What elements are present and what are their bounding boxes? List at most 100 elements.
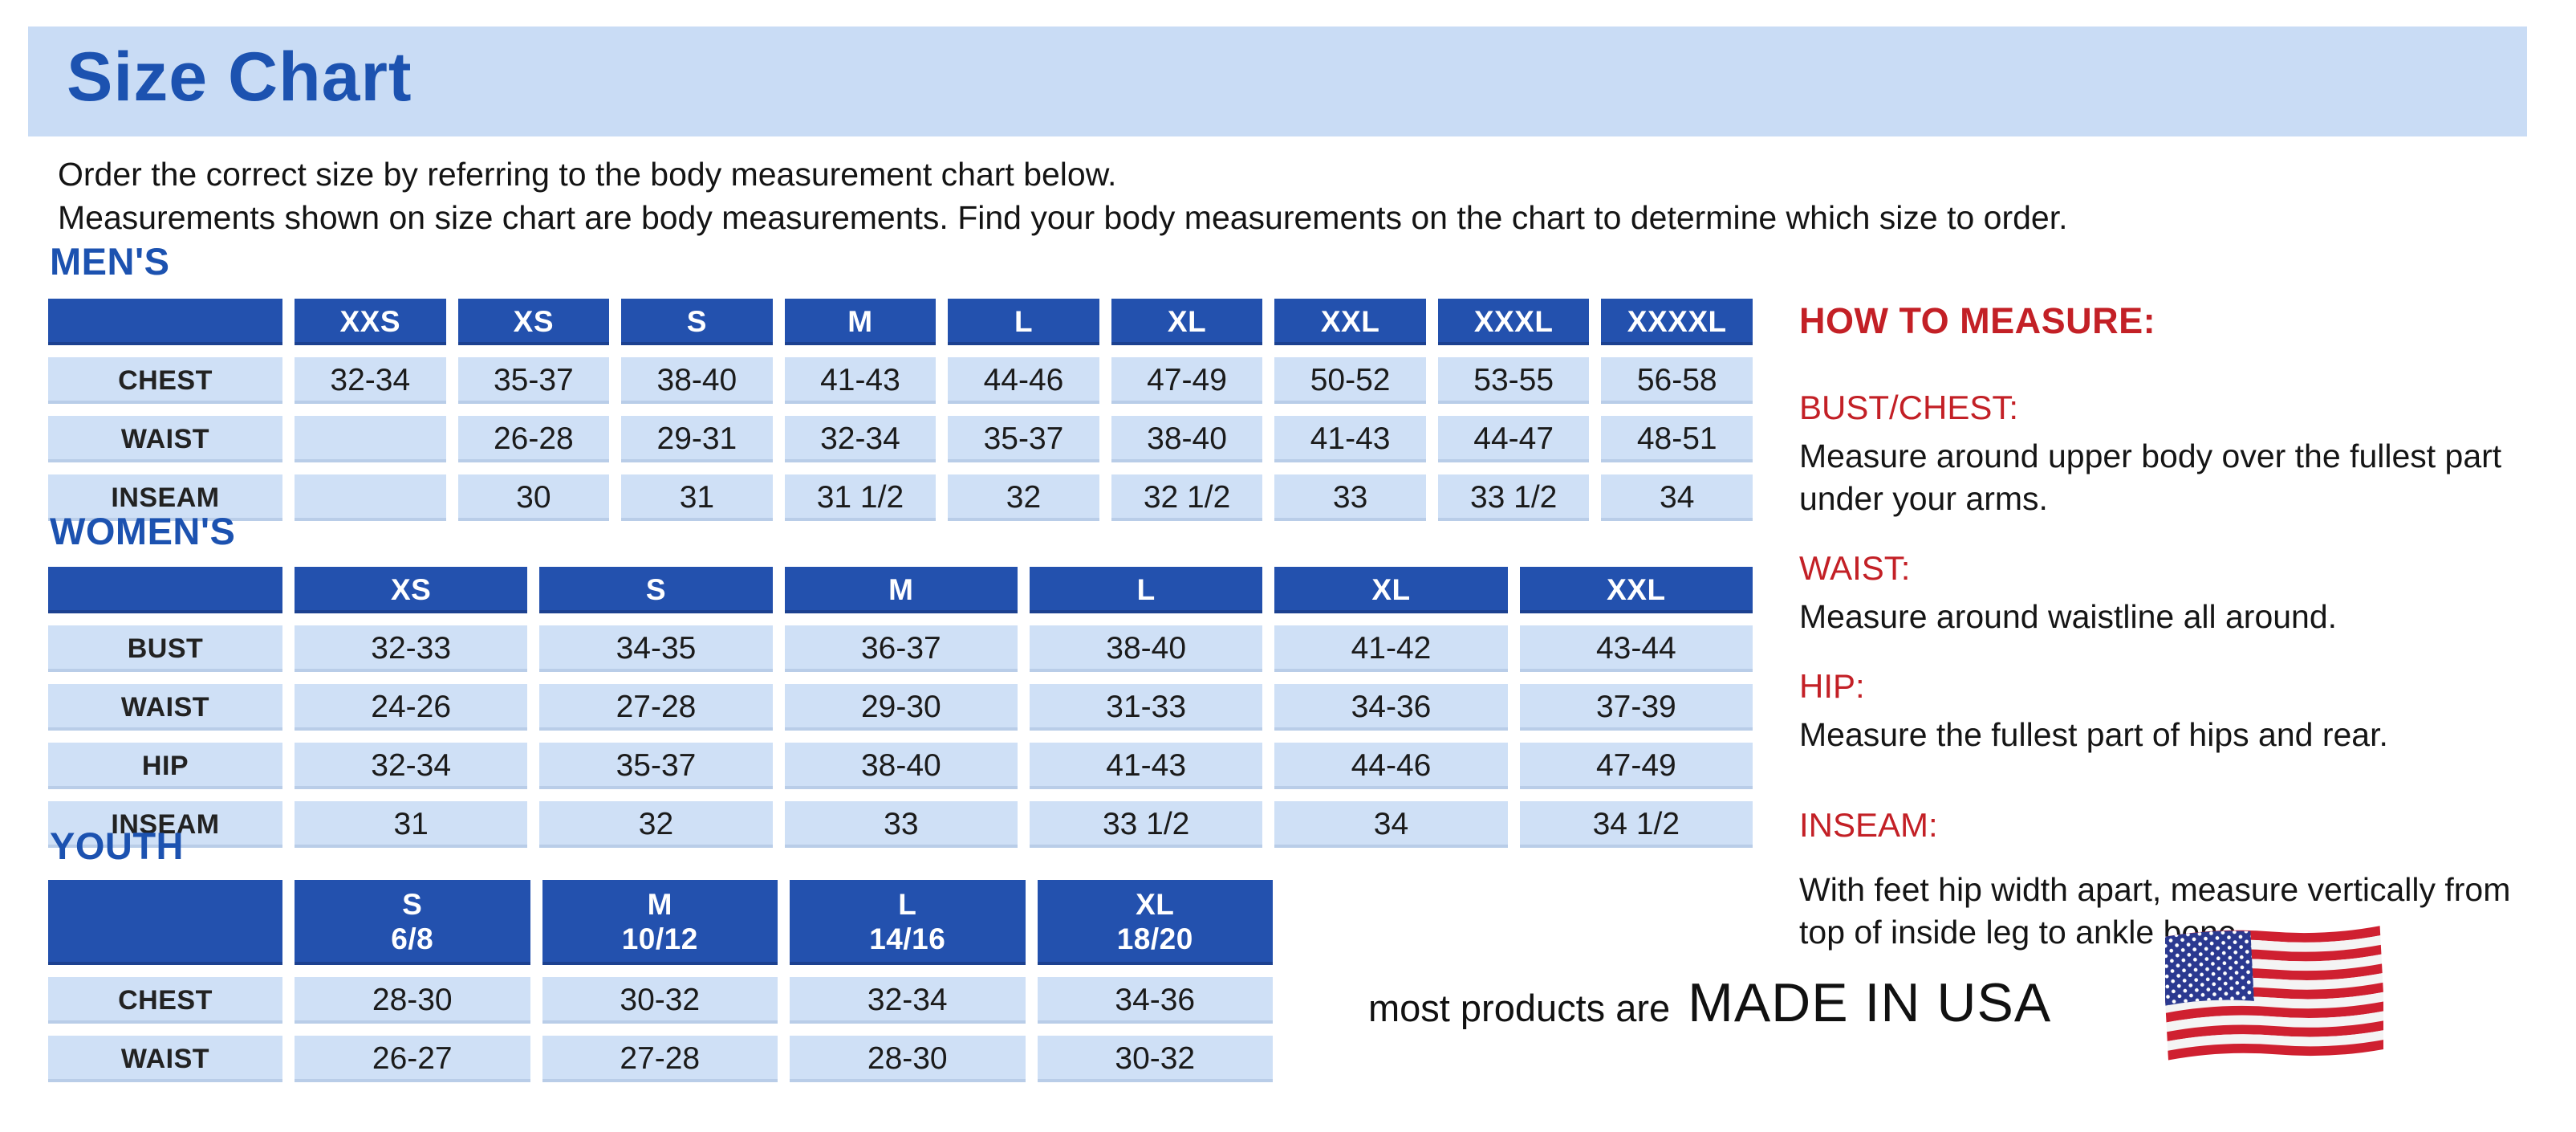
size-cell: 47-49: [1111, 357, 1263, 404]
size-cell: 38-40: [621, 357, 773, 404]
size-cell: 41-43: [1030, 743, 1263, 789]
size-cell: 33: [1274, 474, 1426, 521]
column-header: M: [784, 567, 1018, 613]
column-header: XXXL: [1437, 299, 1590, 345]
measure-heading: INSEAM:: [1799, 806, 1938, 844]
intro-line-1: Order the correct size by referring to t…: [58, 156, 1117, 193]
size-cell: 34: [1601, 474, 1753, 521]
row-label: BUST: [48, 625, 282, 672]
corner-cell: [48, 880, 282, 965]
size-cell: 31 1/2: [784, 474, 937, 521]
size-cell: 47-49: [1519, 743, 1753, 789]
size-cell: 35-37: [948, 416, 1099, 462]
youth-size-table: S 6/8 M 10/12 L 14/16 XL 18/20 CHEST 28-30 30-32 32…: [48, 880, 1273, 1082]
size-cell: [295, 416, 446, 462]
how-to-measure-section: HOW TO MEASURE: BUST/CHEST: Measure arou…: [1799, 300, 2558, 954]
row-label: WAIST: [48, 684, 282, 731]
measure-heading: HIP:: [1799, 667, 1865, 705]
section-label-youth: YOUTH: [50, 825, 184, 867]
made-in-usa-prefix: most products are: [1368, 987, 1671, 1029]
measure-heading: BUST/CHEST:: [1799, 389, 2019, 426]
column-header: XXL: [1519, 567, 1753, 613]
row-label: WAIST: [48, 416, 282, 462]
size-cell: 24-26: [295, 684, 528, 731]
size-cell: 32 1/2: [1111, 474, 1263, 521]
column-header: XL: [1111, 299, 1263, 345]
column-header: XL 18/20: [1037, 880, 1273, 965]
size-cell: 41-42: [1274, 625, 1508, 672]
size-cell: 35-37: [539, 743, 773, 789]
womens-size-table: XS S M L XL XXL BUST 32-33 34-35 36-37 38-40 41-42 4…: [48, 567, 1753, 848]
row-label: CHEST: [48, 357, 282, 404]
column-header: L: [1030, 567, 1263, 613]
column-header: XXXXL: [1601, 299, 1753, 345]
section-label-mens: MEN'S: [50, 240, 170, 283]
size-cell: 41-43: [1274, 416, 1426, 462]
size-cell: 53-55: [1437, 357, 1590, 404]
size-cell: 38-40: [784, 743, 1018, 789]
made-in-usa-text: MADE IN USA: [1688, 972, 2052, 1033]
size-cell: 29-30: [784, 684, 1018, 731]
column-header: S 6/8: [295, 880, 530, 965]
size-cell: 32-34: [784, 416, 937, 462]
row-label: INSEAM: [48, 474, 282, 521]
measure-text: With feet hip width apart, measure verti…: [1799, 871, 2511, 951]
size-cell: 28-30: [790, 1036, 1026, 1082]
size-cell: 34-36: [1037, 977, 1273, 1024]
column-header: M: [784, 299, 937, 345]
size-cell: 27-28: [542, 1036, 778, 1082]
size-cell: 29-31: [621, 416, 773, 462]
size-cell: 50-52: [1274, 357, 1426, 404]
size-cell: 32-34: [790, 977, 1026, 1024]
measure-heading: WAIST:: [1799, 549, 1911, 587]
measure-text: Measure the fullest part of hips and rea…: [1799, 716, 2388, 753]
us-flag-icon: [2161, 922, 2387, 1068]
made-in-usa-line: most products are MADE IN USA: [1368, 971, 2051, 1034]
size-cell: 32: [948, 474, 1099, 521]
row-label: HIP: [48, 743, 282, 789]
column-header: L: [948, 299, 1099, 345]
measure-text: Measure around waistline all around.: [1799, 598, 2338, 635]
size-cell: 30-32: [1037, 1036, 1273, 1082]
title-banner: Size Chart: [28, 26, 2527, 136]
size-cell: 33 1/2: [1030, 801, 1263, 848]
size-cell: 34-36: [1274, 684, 1508, 731]
corner-cell: [48, 567, 282, 613]
measure-item-inseam: INSEAM: With feet hip width apart, measu…: [1799, 806, 2558, 954]
size-cell: 33: [784, 801, 1018, 848]
size-cell: 44-46: [948, 357, 1099, 404]
size-cell: 44-47: [1437, 416, 1590, 462]
measure-item-hip: HIP: Measure the fullest part of hips an…: [1799, 667, 2558, 756]
size-cell: 34: [1274, 801, 1508, 848]
column-header: XS: [457, 299, 610, 345]
column-header: XXS: [295, 299, 446, 345]
row-label: WAIST: [48, 1036, 282, 1082]
size-cell: 30-32: [542, 977, 778, 1024]
how-to-measure-title: HOW TO MEASURE:: [1799, 300, 2156, 341]
column-header: L 14/16: [790, 880, 1026, 965]
size-cell: 27-28: [539, 684, 773, 731]
column-header: S: [621, 299, 773, 345]
row-label: CHEST: [48, 977, 282, 1024]
size-cell: 34-35: [539, 625, 773, 672]
row-label: INSEAM: [48, 801, 282, 848]
size-cell: 32-33: [295, 625, 528, 672]
size-cell: 56-58: [1601, 357, 1753, 404]
size-cell: 38-40: [1111, 416, 1263, 462]
size-cell: 31-33: [1030, 684, 1263, 731]
size-cell: 36-37: [784, 625, 1018, 672]
measure-text: Measure around upper body over the fulle…: [1799, 438, 2502, 517]
size-cell: 30: [457, 474, 610, 521]
measure-item-bust-chest: BUST/CHEST: Measure around upper body ov…: [1799, 389, 2558, 520]
measure-item-waist: WAIST: Measure around waistline all arou…: [1799, 549, 2558, 638]
page-title: Size Chart: [67, 39, 412, 116]
size-cell: 31: [621, 474, 773, 521]
size-cell: 34 1/2: [1519, 801, 1753, 848]
size-cell: 31: [295, 801, 528, 848]
column-header: XL: [1274, 567, 1508, 613]
size-cell: 32-34: [295, 743, 528, 789]
size-cell: 26-28: [457, 416, 610, 462]
mens-size-table: XXS XS S M L XL XXL XXXL XXXXL CHEST 32-34 35-37 38-…: [48, 299, 1753, 521]
intro-line-2: Measurements shown on size chart are bod…: [58, 199, 2068, 236]
